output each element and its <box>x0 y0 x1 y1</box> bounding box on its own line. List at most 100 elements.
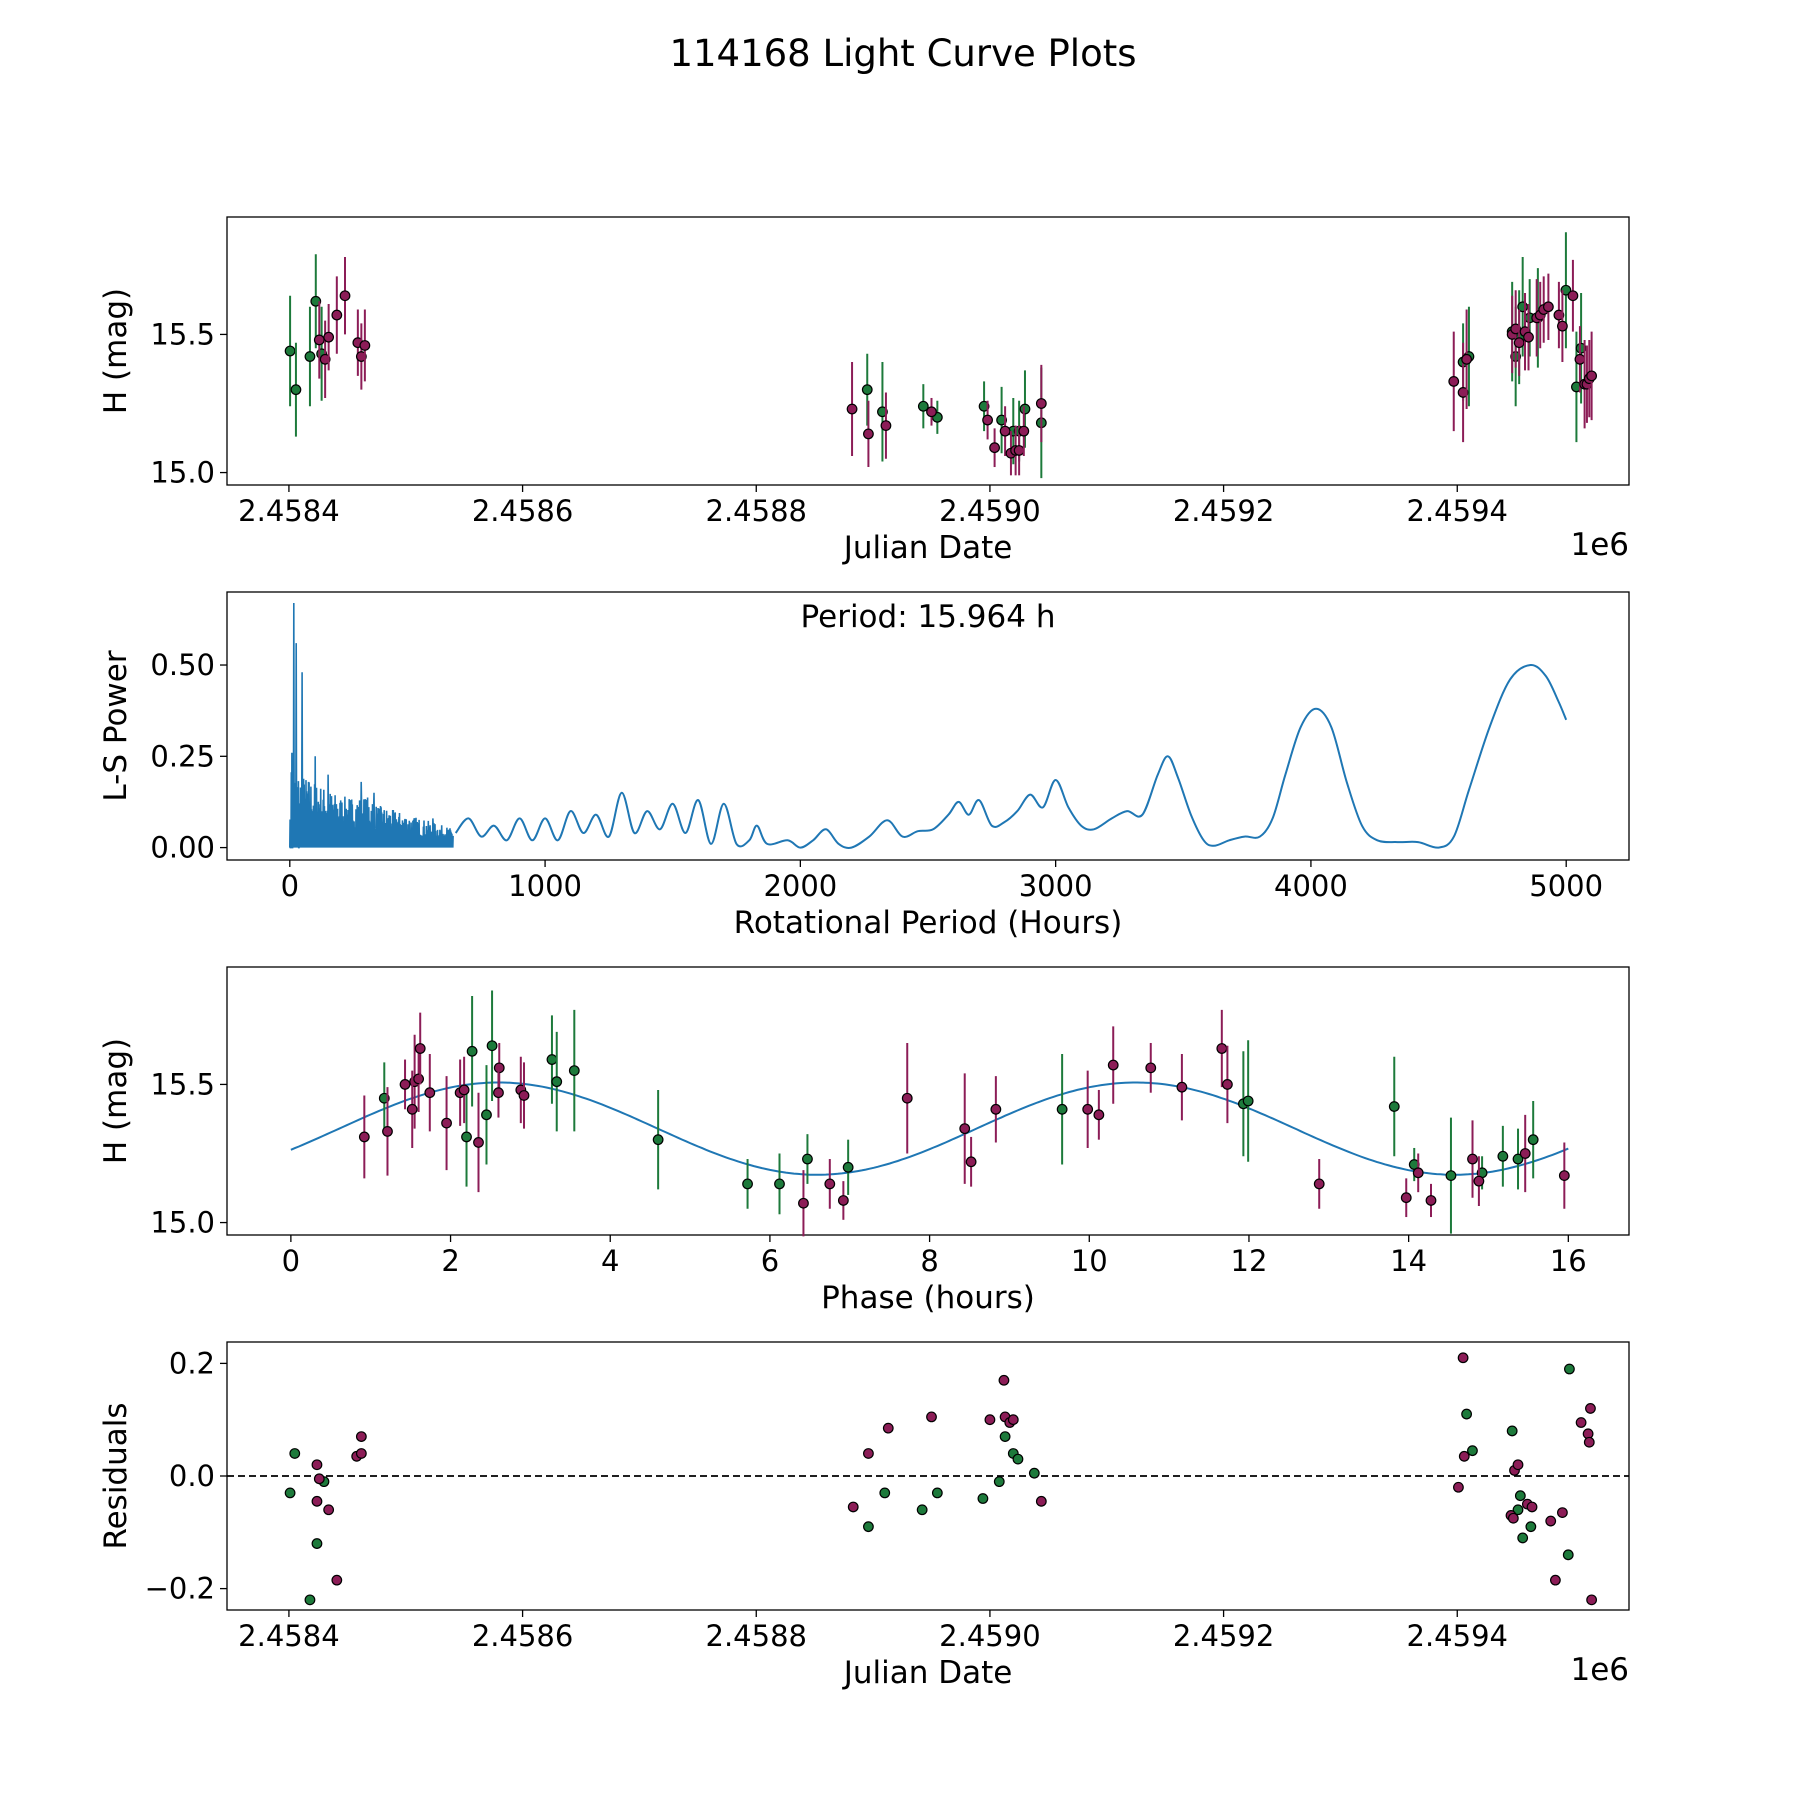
light-curve-panel: 2.4584 2.4586 2.4588 2.4590 2.4592 2.4594 15.0… <box>98 216 1630 566</box>
series-g <box>378 990 1539 1234</box>
data-point <box>323 1504 335 1516</box>
data-point <box>1019 403 1031 415</box>
y-tick-label: 15.0 <box>150 456 215 490</box>
data-point <box>319 353 331 365</box>
x-tick-label: 2.4594 <box>1407 494 1508 528</box>
y-tick-label: 15.5 <box>150 1067 215 1101</box>
data-point <box>355 1448 367 1459</box>
series-r <box>313 257 1598 476</box>
data-point <box>1583 1436 1595 1448</box>
y-tick-label: 0.0 <box>169 1459 215 1493</box>
data-point <box>1527 1134 1539 1146</box>
data-point <box>959 1123 971 1135</box>
x-tick-label: 2.4588 <box>706 1619 807 1653</box>
x-axis-label: Phase (hours) <box>821 1280 1035 1316</box>
data-point <box>926 1411 937 1423</box>
y-tick-label: 0.2 <box>169 1346 215 1380</box>
data-point <box>1542 301 1554 313</box>
data-point <box>1523 331 1534 343</box>
data-point <box>1018 425 1030 437</box>
x-tick-label: 2.4592 <box>1173 494 1274 528</box>
data-point <box>313 334 325 346</box>
series-g <box>284 232 1587 479</box>
series-r <box>358 1009 1570 1237</box>
x-axis-label: Julian Date <box>842 1655 1013 1691</box>
x-tick-label: 2000 <box>763 869 837 903</box>
data-point <box>652 1134 664 1146</box>
x-tick-label: 0 <box>282 1244 300 1278</box>
data-point <box>1313 1178 1325 1190</box>
data-point <box>1216 1043 1228 1054</box>
period-annotation: Period: 15.964 h <box>801 599 1056 635</box>
data-point <box>1506 1425 1518 1437</box>
x-tick-label: 12 <box>1231 1244 1268 1278</box>
y-tick-label: 15.0 <box>150 1206 215 1240</box>
data-point <box>1007 1414 1019 1426</box>
data-point <box>1445 1170 1457 1181</box>
periodogram-noise-line <box>289 602 454 849</box>
data-point <box>1035 398 1047 409</box>
data-point <box>406 1103 418 1115</box>
data-point <box>1497 1150 1509 1162</box>
data-point <box>931 1487 943 1499</box>
data-point <box>1400 1192 1412 1204</box>
data-point <box>323 331 335 343</box>
data-point <box>978 400 990 412</box>
data-point <box>1145 1062 1157 1074</box>
data-point <box>837 1195 849 1206</box>
data-point <box>290 384 302 396</box>
series-r <box>311 1352 1598 1606</box>
data-point <box>413 1073 425 1085</box>
data-point <box>917 400 929 412</box>
x-axis-label: Julian Date <box>842 530 1013 566</box>
data-point <box>802 1153 813 1165</box>
y-tick-label: 0.50 <box>150 648 215 682</box>
data-point <box>824 1178 836 1190</box>
x-tick-label: 2.4586 <box>472 494 573 528</box>
periodogram-panel: 0 1000 2000 3000 4000 5000 0.00 0.25 0.50 Rotatio… <box>98 591 1630 941</box>
data-point <box>990 1103 1002 1115</box>
x-tick-label: 14 <box>1390 1244 1427 1278</box>
data-point <box>1574 353 1586 365</box>
data-point <box>996 414 1008 426</box>
data-point <box>289 1448 301 1459</box>
data-point <box>984 1414 996 1426</box>
data-point <box>842 1161 854 1173</box>
data-point <box>1519 1148 1531 1159</box>
data-point <box>313 1473 325 1485</box>
data-point <box>1560 284 1572 296</box>
x-tick-label: 2.4586 <box>472 1619 573 1653</box>
data-point <box>486 1040 498 1052</box>
data-point <box>1514 1490 1526 1502</box>
data-point <box>1388 1101 1400 1112</box>
y-axis-label: H (mag) <box>98 288 134 414</box>
axes-frame <box>226 216 1630 486</box>
data-point <box>1448 375 1460 387</box>
data-point <box>382 1125 393 1137</box>
data-point <box>1567 290 1579 302</box>
data-point <box>461 1131 472 1143</box>
data-point <box>1507 1512 1519 1524</box>
x-offset-label: 1e6 <box>1570 527 1629 563</box>
data-point <box>1242 1095 1254 1107</box>
fit-curve <box>290 1081 1569 1176</box>
x-tick-label: 2.4590 <box>939 494 1040 528</box>
x-tick-label: 10 <box>1071 1244 1108 1278</box>
data-point <box>880 420 892 431</box>
data-point <box>1585 1403 1596 1414</box>
x-tick-label: 0 <box>281 869 299 903</box>
data-point <box>861 384 873 396</box>
data-point <box>847 1501 859 1513</box>
data-point <box>1525 1521 1537 1533</box>
data-point <box>331 1574 343 1586</box>
axes-frame <box>226 966 1630 1236</box>
x-tick-label: 4000 <box>1274 869 1348 903</box>
data-point <box>1457 1352 1469 1364</box>
data-point <box>901 1092 913 1104</box>
data-point <box>546 1054 558 1065</box>
data-point <box>774 1178 785 1190</box>
data-point <box>863 428 874 440</box>
data-point <box>742 1178 753 1190</box>
data-point <box>284 1487 296 1499</box>
data-point <box>993 1476 1005 1488</box>
